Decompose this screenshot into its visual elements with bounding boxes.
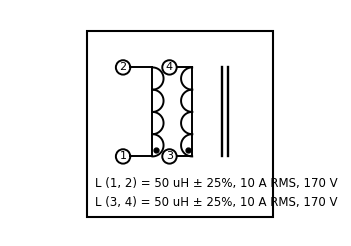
Text: L (1, 2) = 50 uH ± 25%, 10 A RMS, 170 V: L (1, 2) = 50 uH ± 25%, 10 A RMS, 170 V [95, 177, 337, 190]
Text: L (3, 4) = 50 uH ± 25%, 10 A RMS, 170 V: L (3, 4) = 50 uH ± 25%, 10 A RMS, 170 V [95, 196, 337, 209]
Text: 1: 1 [120, 152, 127, 161]
Text: 4: 4 [166, 62, 173, 72]
Text: 2: 2 [119, 62, 127, 72]
Text: 3: 3 [166, 152, 173, 161]
